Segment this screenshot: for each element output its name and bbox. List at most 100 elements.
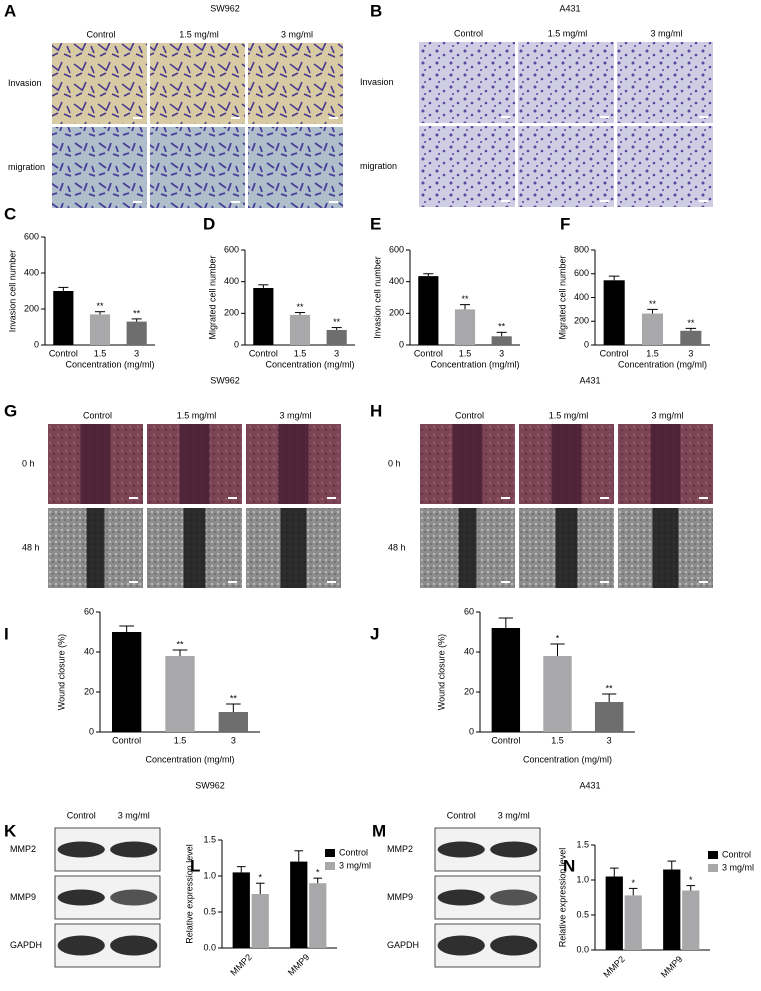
y-tick-label: 400 (24, 267, 39, 277)
panel-letter: C (4, 204, 16, 223)
scale-bar (501, 116, 510, 118)
bar (309, 883, 327, 948)
micrograph (248, 43, 343, 124)
panel-letter: M (372, 821, 386, 840)
row-label: Invasion (8, 78, 42, 88)
y-tick-label: 200 (574, 316, 589, 326)
wound-gap (452, 424, 483, 504)
y-tick-label: 1.5 (576, 839, 589, 849)
y-tick-label: 200 (389, 308, 404, 318)
significance-label: ** (687, 318, 695, 328)
y-tick-label: 200 (224, 308, 239, 318)
wound-gap (652, 508, 679, 588)
scale-bar (329, 201, 338, 203)
scale-bar (133, 201, 142, 203)
x-tick-label: 1.5 (459, 348, 472, 358)
y-axis-label: Wound closure (%) (56, 634, 66, 710)
x-tick-label: 3 (688, 348, 693, 358)
y-tick-label: 40 (464, 646, 474, 656)
x-axis-label: Concentration (mg/ml) (523, 754, 612, 764)
panel-letter: K (4, 821, 17, 840)
significance-label: * (316, 868, 320, 878)
column-label: Control (454, 28, 483, 38)
legend-swatch (325, 862, 335, 870)
y-tick-label: 0.5 (576, 909, 589, 919)
wound-gap (280, 508, 307, 588)
y-tick-label: 400 (574, 292, 589, 302)
panel-title: A431 (559, 3, 580, 13)
x-tick-label: Control (112, 735, 141, 745)
y-axis-label: Invasion cell number (372, 256, 382, 339)
row-label: MMP2 (387, 844, 413, 854)
y-tick-label: 40 (84, 646, 94, 656)
column-label: 1.5 mg/ml (179, 29, 219, 39)
row-label: 0 h (22, 458, 35, 468)
panel-letter: N (563, 856, 575, 875)
bar (112, 632, 142, 732)
y-tick-label: 1.0 (203, 870, 216, 880)
y-tick-label: 20 (464, 686, 474, 696)
y-tick-label: 60 (464, 606, 474, 616)
significance-label: * (689, 875, 693, 885)
x-tick-label: MMP2 (228, 952, 253, 977)
legend-label: Control (339, 847, 368, 857)
x-tick-label: 1.5 (294, 348, 307, 358)
micrograph (248, 127, 343, 208)
row-label: migration (360, 161, 397, 171)
blot-band (437, 889, 485, 906)
legend-label: Control (722, 849, 751, 859)
significance-label: ** (333, 317, 341, 327)
wound-gap (551, 424, 582, 504)
x-tick-label: Control (414, 348, 443, 358)
blot-band (57, 841, 105, 858)
row-label: MMP2 (10, 844, 36, 854)
bar (253, 288, 274, 345)
scale-bar (501, 581, 510, 583)
wound-gap (555, 508, 578, 588)
scale-bar (228, 581, 237, 583)
x-tick-label: 1.5 (174, 735, 187, 745)
panel-letter: E (370, 214, 381, 233)
y-tick-label: 400 (389, 276, 404, 286)
x-tick-label: 1.5 (646, 348, 659, 358)
y-axis-label: Migrated cell number (557, 255, 567, 339)
panel-letter: G (4, 401, 17, 420)
blot-band (110, 841, 158, 858)
micrograph (150, 127, 245, 208)
bar (641, 313, 664, 345)
blot-band (110, 889, 158, 906)
blot-band (110, 935, 158, 956)
group-caption: A431 (579, 375, 600, 385)
bar (289, 314, 311, 345)
column-label: 3 mg/ml (650, 28, 682, 38)
bar (165, 656, 195, 732)
scale-bar (129, 581, 138, 583)
significance-label: * (258, 873, 262, 883)
blot-band (490, 935, 538, 956)
bar (326, 329, 347, 345)
bar (543, 656, 572, 732)
scale-bar (600, 497, 609, 499)
significance-label: ** (498, 322, 506, 332)
y-tick-label: 600 (24, 231, 39, 241)
bar (624, 895, 642, 950)
blot-band (57, 889, 105, 906)
micrograph (419, 42, 515, 123)
panel-letter: L (190, 856, 200, 875)
scale-bar (600, 581, 609, 583)
bar (663, 869, 681, 950)
micrograph (52, 43, 147, 124)
legend-label: 3 mg/ml (722, 862, 754, 872)
scale-bar (501, 200, 510, 202)
x-axis-label: Concentration (mg/ml) (265, 359, 354, 369)
bar (605, 876, 623, 950)
scale-bar (699, 581, 708, 583)
group-caption: SW962 (210, 375, 240, 385)
scale-bar (231, 117, 240, 119)
y-tick-label: 0.0 (203, 942, 216, 952)
row-label: 48 h (22, 542, 40, 552)
significance-label: ** (296, 302, 304, 312)
y-tick-label: 20 (84, 686, 94, 696)
row-label: GAPDH (10, 940, 42, 950)
column-label: Control (86, 29, 115, 39)
